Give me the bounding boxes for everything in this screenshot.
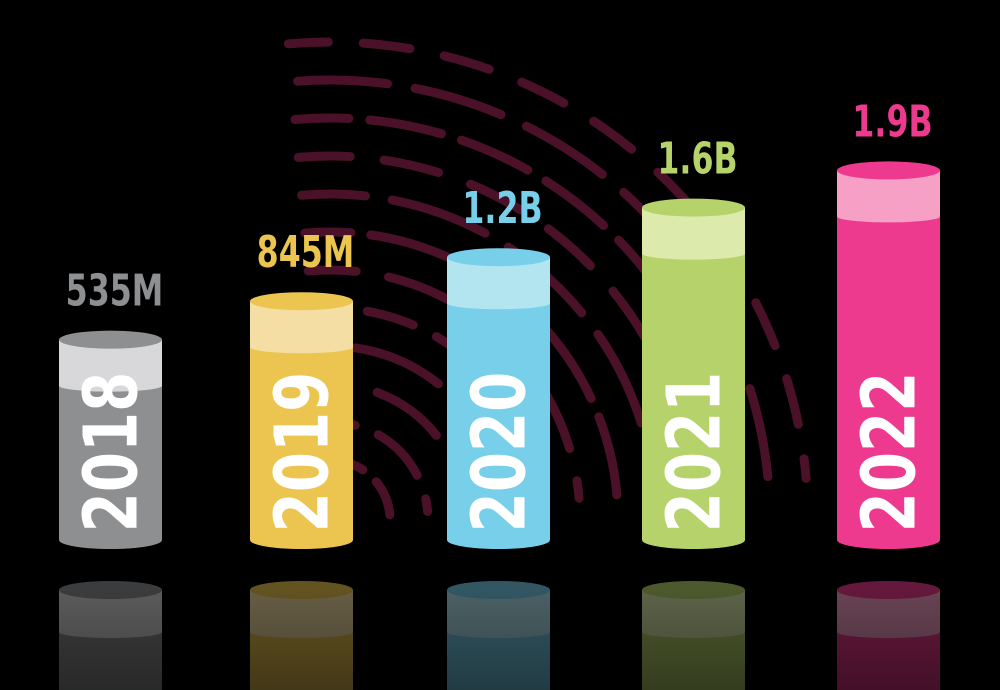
bar-2022: 2022 1.9B [837, 96, 940, 690]
cylinder-band-edge [59, 379, 162, 392]
cylinder-base [837, 531, 940, 549]
cylinder-band-edge [837, 210, 940, 223]
cylinder-top [837, 161, 940, 180]
cylinder-top [447, 248, 550, 267]
bar-2019: 2019 845M [250, 227, 354, 690]
bar-2018: 2018 535M [59, 265, 163, 690]
cylinder-base [250, 531, 353, 549]
category-label: 2020 [455, 372, 542, 533]
cylinder-top [59, 330, 162, 349]
reflection-fade [250, 590, 353, 690]
bar-2020: 2020 1.2B [447, 183, 550, 690]
category-label: 2018 [67, 372, 154, 533]
data-label: 1.9B [852, 96, 932, 148]
category-label: 2021 [650, 372, 737, 533]
cylinder-body [837, 170, 940, 540]
data-label: 535M [66, 265, 164, 317]
reflection-fade [447, 590, 550, 690]
cylinder-top [250, 292, 353, 311]
bar-reflection [447, 581, 550, 690]
cylinder-band-edge [447, 297, 550, 310]
bar-reflection [59, 581, 162, 690]
cylinder-band-edge [642, 247, 745, 260]
fingerprint-arc [283, 37, 811, 483]
reflection-fade [59, 590, 162, 690]
bar-reflection [837, 581, 940, 690]
data-label: 1.2B [462, 183, 542, 235]
category-label: 2019 [258, 372, 345, 533]
cylinder-base [642, 531, 745, 549]
cylinder-body [642, 207, 745, 540]
reflection-fade [837, 590, 940, 690]
data-label: 845M [257, 227, 355, 279]
cylinder-base [447, 531, 550, 549]
bar-2021: 2021 1.6B [642, 133, 745, 690]
cylinder-top [642, 198, 745, 217]
category-label: 2022 [845, 372, 932, 533]
cylinder-band-edge [250, 341, 353, 354]
fingerprint-arc [290, 113, 735, 490]
bar-reflection [642, 581, 745, 690]
reflection-fade [642, 590, 745, 690]
data-label: 1.6B [657, 133, 737, 185]
cylinder-base [59, 531, 162, 549]
bar-reflection [250, 581, 353, 690]
